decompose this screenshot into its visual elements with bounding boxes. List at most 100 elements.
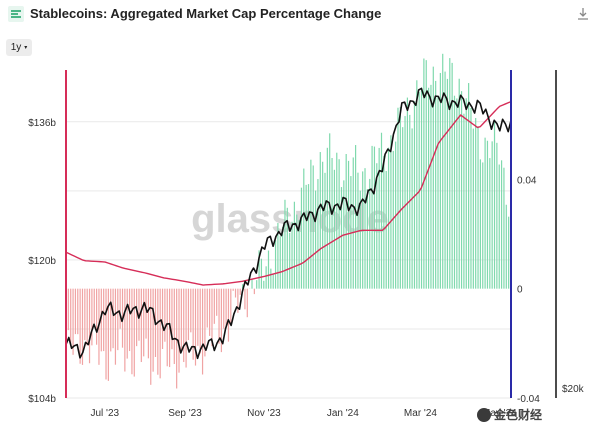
pct-change-bar <box>324 172 326 289</box>
pct-change-bar <box>274 240 277 289</box>
pct-change-bar <box>380 132 383 289</box>
pct-change-bar <box>503 167 505 289</box>
pct-change-bar <box>258 250 260 289</box>
pct-change-bar <box>282 227 284 289</box>
pct-change-bar <box>444 71 446 289</box>
pct-change-bar <box>376 163 378 289</box>
pct-change-bar <box>378 147 380 289</box>
pct-change-bar <box>70 288 72 346</box>
pct-change-bar <box>112 288 114 349</box>
pct-change-bar <box>157 288 159 375</box>
pct-change-bar <box>173 288 175 365</box>
glassnode-logo-icon <box>8 6 24 22</box>
pct-change-bar <box>150 288 152 385</box>
pct-change-bar <box>103 288 105 352</box>
pct-change-bar <box>244 288 246 310</box>
pct-change-bar <box>333 169 336 289</box>
jinse-watermark-text: 金色财经 <box>494 408 543 422</box>
pct-change-bar <box>500 160 503 289</box>
pct-change-bar <box>451 62 453 289</box>
pct-change-bar <box>317 179 319 289</box>
pct-change-bar <box>183 288 185 363</box>
pct-change-bar <box>392 150 394 289</box>
pct-change-bar <box>427 87 430 289</box>
pct-change-bar <box>397 107 399 289</box>
pct-change-bar <box>239 288 241 295</box>
pct-change-bar <box>298 220 300 289</box>
pct-change-bar <box>107 288 109 381</box>
pct-change-bar <box>505 204 507 289</box>
x-axis-tick-label: Jul '23 <box>91 408 120 419</box>
pct-change-bar <box>199 288 201 354</box>
pct-change-bar <box>220 288 222 353</box>
pct-change-bar <box>439 72 441 289</box>
x-axis-tick-label: Mar '24 <box>404 408 437 419</box>
pct-change-bar <box>77 288 79 335</box>
pct-change-bar <box>289 232 291 289</box>
pct-change-bar <box>232 288 234 291</box>
pct-change-bar <box>96 288 98 345</box>
pct-change-bar <box>201 288 204 375</box>
pct-change-bar <box>314 190 317 289</box>
pct-change-bar <box>133 288 135 377</box>
pct-change-bar <box>279 236 281 289</box>
pct-change-bar <box>406 97 408 289</box>
far-right-axis-tick-label: $20k <box>562 384 585 395</box>
pct-change-bar <box>253 288 255 295</box>
pct-change-bar <box>416 80 418 289</box>
pct-change-bar <box>91 288 93 346</box>
pct-change-bar <box>387 147 390 289</box>
pct-change-bar <box>180 288 182 350</box>
pct-change-bar <box>338 159 340 289</box>
x-axis-tick-label: Jan '24 <box>327 408 359 419</box>
pct-change-bar <box>117 288 119 351</box>
pct-change-bar <box>496 142 498 289</box>
pct-change-bar <box>458 78 460 289</box>
pct-change-bar <box>435 80 437 289</box>
pct-change-bar <box>270 268 272 289</box>
pct-change-bar <box>312 165 314 289</box>
pct-change-bar <box>263 280 265 289</box>
pct-change-bar <box>267 250 270 289</box>
pct-change-bar <box>223 288 225 329</box>
pct-change-bar <box>216 288 218 316</box>
pct-change-bar <box>197 288 199 346</box>
pct-change-bar <box>246 288 248 318</box>
pct-change-bar <box>237 288 239 313</box>
pct-change-bar <box>475 118 477 289</box>
pct-change-bar <box>340 187 343 289</box>
pct-change-bar <box>305 184 307 289</box>
pct-change-bar <box>326 147 328 289</box>
pct-change-bar <box>463 113 465 289</box>
pct-change-bar <box>307 184 310 289</box>
pct-change-bar <box>194 288 197 366</box>
pct-change-bar <box>453 95 456 289</box>
pct-change-bar <box>486 140 489 289</box>
right-axis-tick-label: -0.04 <box>517 394 540 405</box>
download-icon[interactable] <box>576 7 590 21</box>
pct-change-bar <box>491 141 493 289</box>
pct-change-bar <box>300 187 303 289</box>
pct-change-bar <box>119 288 121 329</box>
right-axis-tick-label: 0 <box>517 285 523 296</box>
pct-change-bar <box>310 159 312 289</box>
pct-change-bar <box>166 288 168 367</box>
pct-change-bar <box>152 288 154 372</box>
pct-change-bar <box>251 279 253 289</box>
pct-change-bar <box>364 168 366 289</box>
pct-change-bar <box>136 288 138 347</box>
pct-change-bar <box>241 284 244 289</box>
pct-change-bar <box>371 145 373 289</box>
pct-change-bar <box>206 288 208 328</box>
pct-change-bar <box>460 91 463 289</box>
left-axis-tick-label: $136b <box>28 118 56 129</box>
pct-change-bar <box>86 288 88 346</box>
pct-change-bar <box>479 159 481 289</box>
pct-change-bar <box>211 288 213 347</box>
pct-change-bar <box>489 158 491 289</box>
period-selector-button[interactable]: 1y ▾ <box>6 39 32 56</box>
pct-change-bar <box>296 214 298 289</box>
pct-change-bar <box>227 288 230 342</box>
pct-change-bar <box>456 98 458 289</box>
jinse-watermark: 金色财经 <box>477 406 542 423</box>
